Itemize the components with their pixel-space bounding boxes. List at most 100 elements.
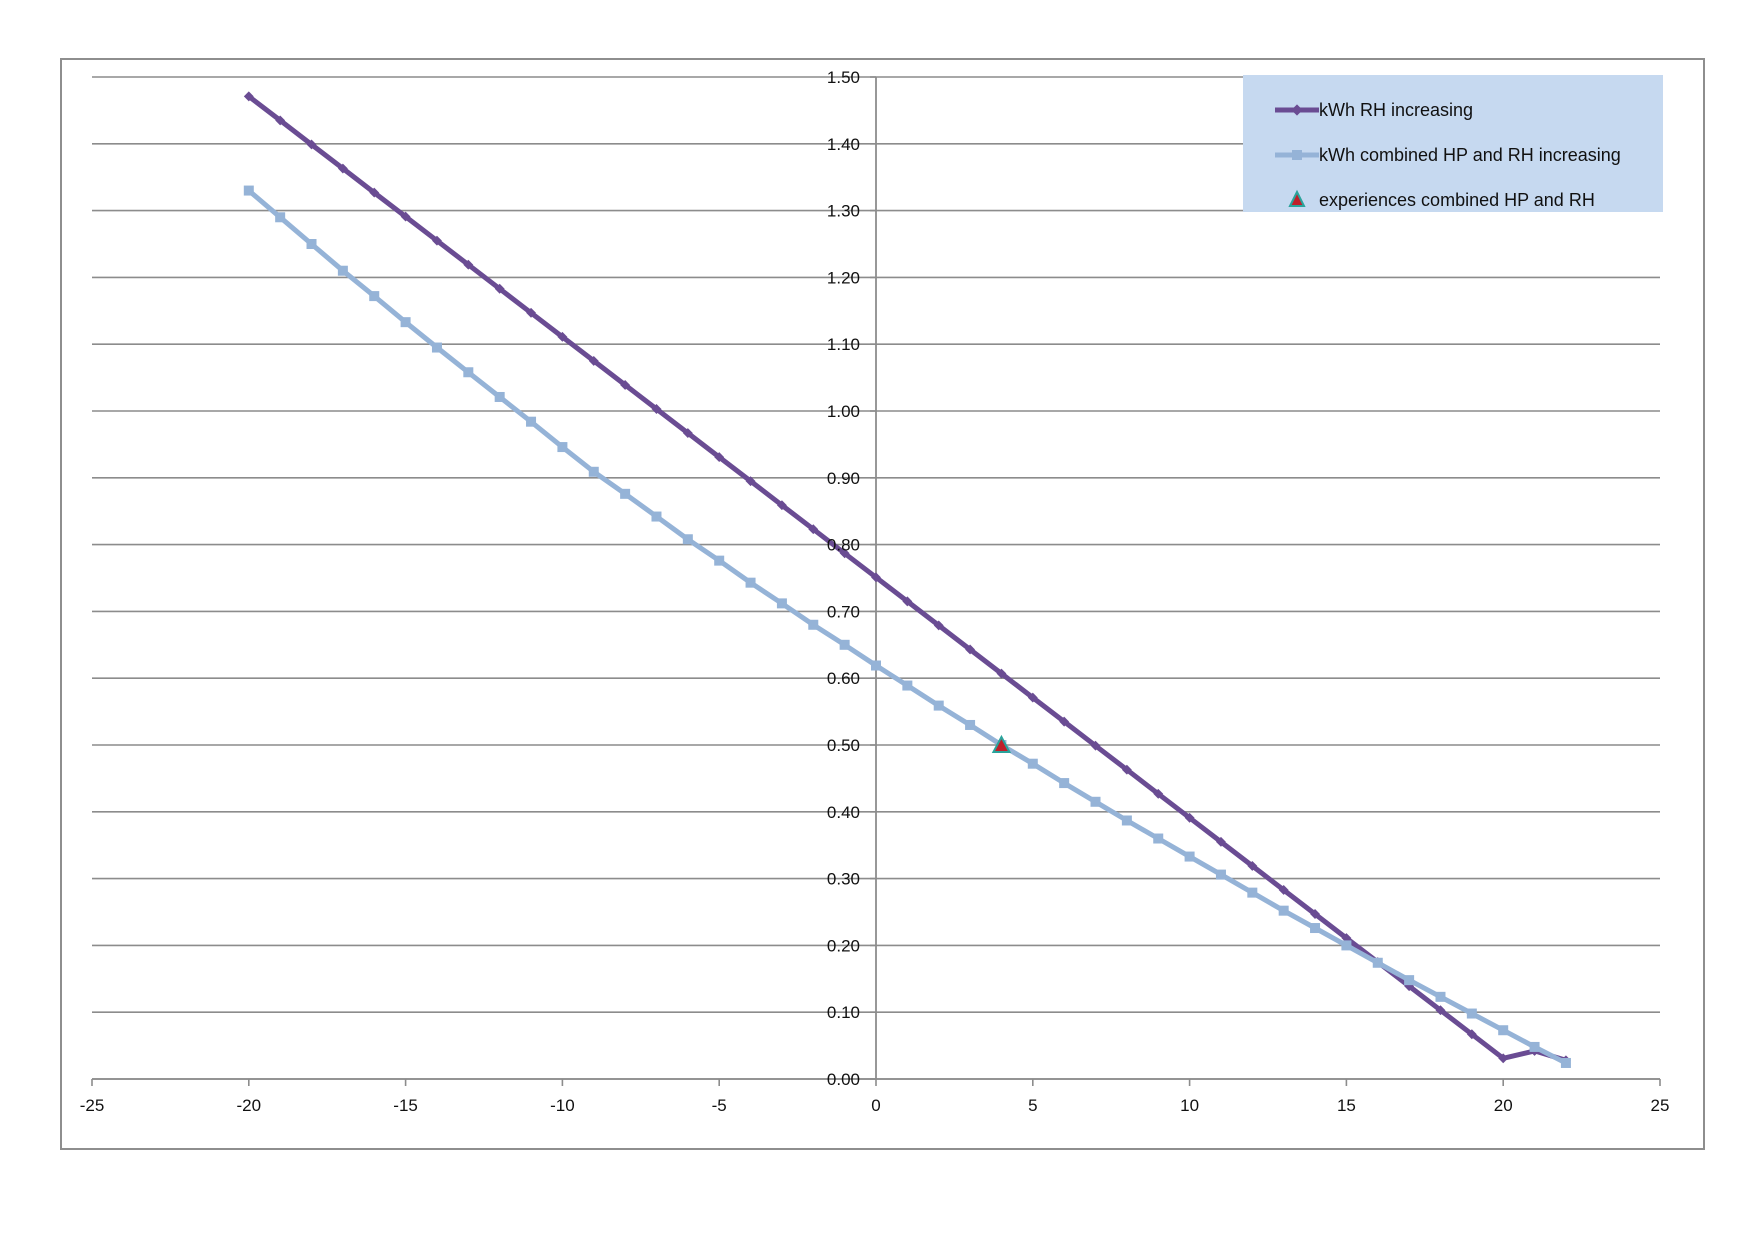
data-point xyxy=(1341,940,1352,951)
data-point xyxy=(620,488,631,499)
y-tick-label: 0.00 xyxy=(827,1070,860,1089)
data-point xyxy=(1404,975,1415,986)
y-tick-label: 0.20 xyxy=(827,936,860,955)
data-point xyxy=(839,548,850,559)
y-tick-label: 0.80 xyxy=(827,536,860,555)
data-point xyxy=(902,680,913,691)
data-point xyxy=(1184,812,1195,823)
legend: kWh RH increasing kWh combined HP and RH… xyxy=(1243,75,1663,212)
y-tick-label: 0.90 xyxy=(827,469,860,488)
data-point xyxy=(337,163,348,174)
legend-swatch-rh xyxy=(1275,104,1319,116)
data-point xyxy=(682,428,693,438)
data-point xyxy=(243,91,254,102)
y-tick-label: 0.10 xyxy=(827,1003,860,1022)
data-point xyxy=(1090,796,1101,807)
data-point xyxy=(1529,1041,1540,1052)
data-point xyxy=(933,700,944,711)
data-point xyxy=(1059,716,1070,727)
data-point xyxy=(620,379,631,390)
data-point xyxy=(965,719,976,730)
data-point xyxy=(1153,833,1164,844)
data-point xyxy=(1372,957,1383,968)
data-point xyxy=(1310,909,1320,919)
y-tick-label: 1.30 xyxy=(827,202,860,221)
data-point xyxy=(1435,1005,1446,1016)
x-tick-label: 5 xyxy=(1028,1096,1037,1115)
series-layer xyxy=(243,91,1571,1068)
series-2 xyxy=(991,734,1012,753)
data-point xyxy=(871,572,881,583)
series-line xyxy=(247,188,1568,1066)
data-point xyxy=(965,644,976,655)
data-point xyxy=(1216,836,1226,847)
y-tick-label: 0.40 xyxy=(827,803,860,822)
chart-frame xyxy=(60,58,1705,1150)
data-point xyxy=(839,639,850,650)
data-point xyxy=(871,660,881,671)
legend-item-combined: kWh combined HP and RH increasing xyxy=(1243,140,1663,170)
data-point xyxy=(1059,778,1070,789)
data-point xyxy=(400,211,411,222)
y-tick-label: 1.40 xyxy=(827,135,860,154)
data-point xyxy=(1184,851,1195,862)
data-point xyxy=(902,596,913,607)
data-point xyxy=(306,139,317,150)
data-point xyxy=(1498,1025,1509,1036)
data-point xyxy=(1466,1008,1477,1019)
data-point xyxy=(991,734,1012,753)
data-point xyxy=(1466,1029,1477,1040)
x-tick-label: -15 xyxy=(393,1096,418,1115)
data-point xyxy=(776,598,787,609)
series-1 xyxy=(243,185,1571,1068)
data-point xyxy=(588,355,599,366)
data-point xyxy=(1153,788,1164,799)
data-point xyxy=(933,620,944,631)
legend-label-combined: kWh combined HP and RH increasing xyxy=(1319,145,1621,165)
data-point xyxy=(651,511,662,522)
data-point xyxy=(275,212,286,223)
x-tick-label: -10 xyxy=(550,1096,575,1115)
legend-swatch-experiences xyxy=(1288,189,1306,207)
legend-swatch-combined xyxy=(1275,150,1319,160)
data-point xyxy=(1027,758,1038,769)
data-point xyxy=(431,342,442,353)
data-point xyxy=(432,235,442,246)
data-point xyxy=(526,307,536,318)
legend-label-rh: kWh RH increasing xyxy=(1319,100,1474,120)
data-point xyxy=(808,619,819,630)
data-point xyxy=(1121,815,1132,826)
data-point xyxy=(400,317,411,328)
y-tick-label: 0.60 xyxy=(827,669,860,688)
data-point xyxy=(1247,887,1258,898)
data-point xyxy=(557,442,568,453)
data-point xyxy=(808,524,819,535)
data-point xyxy=(1278,885,1289,895)
y-tick-label: 0.70 xyxy=(827,602,860,621)
data-point xyxy=(243,185,254,196)
legend-label-experiences: experiences combined HP and RH xyxy=(1319,190,1595,210)
data-point xyxy=(494,391,505,402)
legend-item-rh: kWh RH increasing xyxy=(1243,95,1663,125)
data-point xyxy=(1310,923,1321,934)
x-tick-label: -20 xyxy=(237,1096,262,1115)
x-tick-label: 0 xyxy=(871,1096,880,1115)
data-point xyxy=(682,534,693,545)
x-tick-label: 20 xyxy=(1494,1096,1513,1115)
data-point xyxy=(996,668,1007,679)
data-point xyxy=(1247,860,1258,871)
y-tick-label: 1.00 xyxy=(827,402,860,421)
x-tick-label: 15 xyxy=(1337,1096,1356,1115)
data-point xyxy=(714,452,725,463)
data-point xyxy=(745,577,756,588)
data-point xyxy=(1560,1057,1571,1068)
series-line xyxy=(247,94,1567,1063)
x-tick-label: -5 xyxy=(712,1096,727,1115)
tick-labels: 0.00 0.10 0.20 0.30 0.40 0.50 0.60 0.70 0.80 0.90… xyxy=(80,68,1670,1115)
data-point xyxy=(1435,991,1446,1002)
data-point xyxy=(1278,905,1289,916)
data-point xyxy=(651,404,662,414)
data-point xyxy=(745,476,756,487)
y-tick-label: 0.50 xyxy=(827,736,860,755)
data-point xyxy=(557,331,568,342)
